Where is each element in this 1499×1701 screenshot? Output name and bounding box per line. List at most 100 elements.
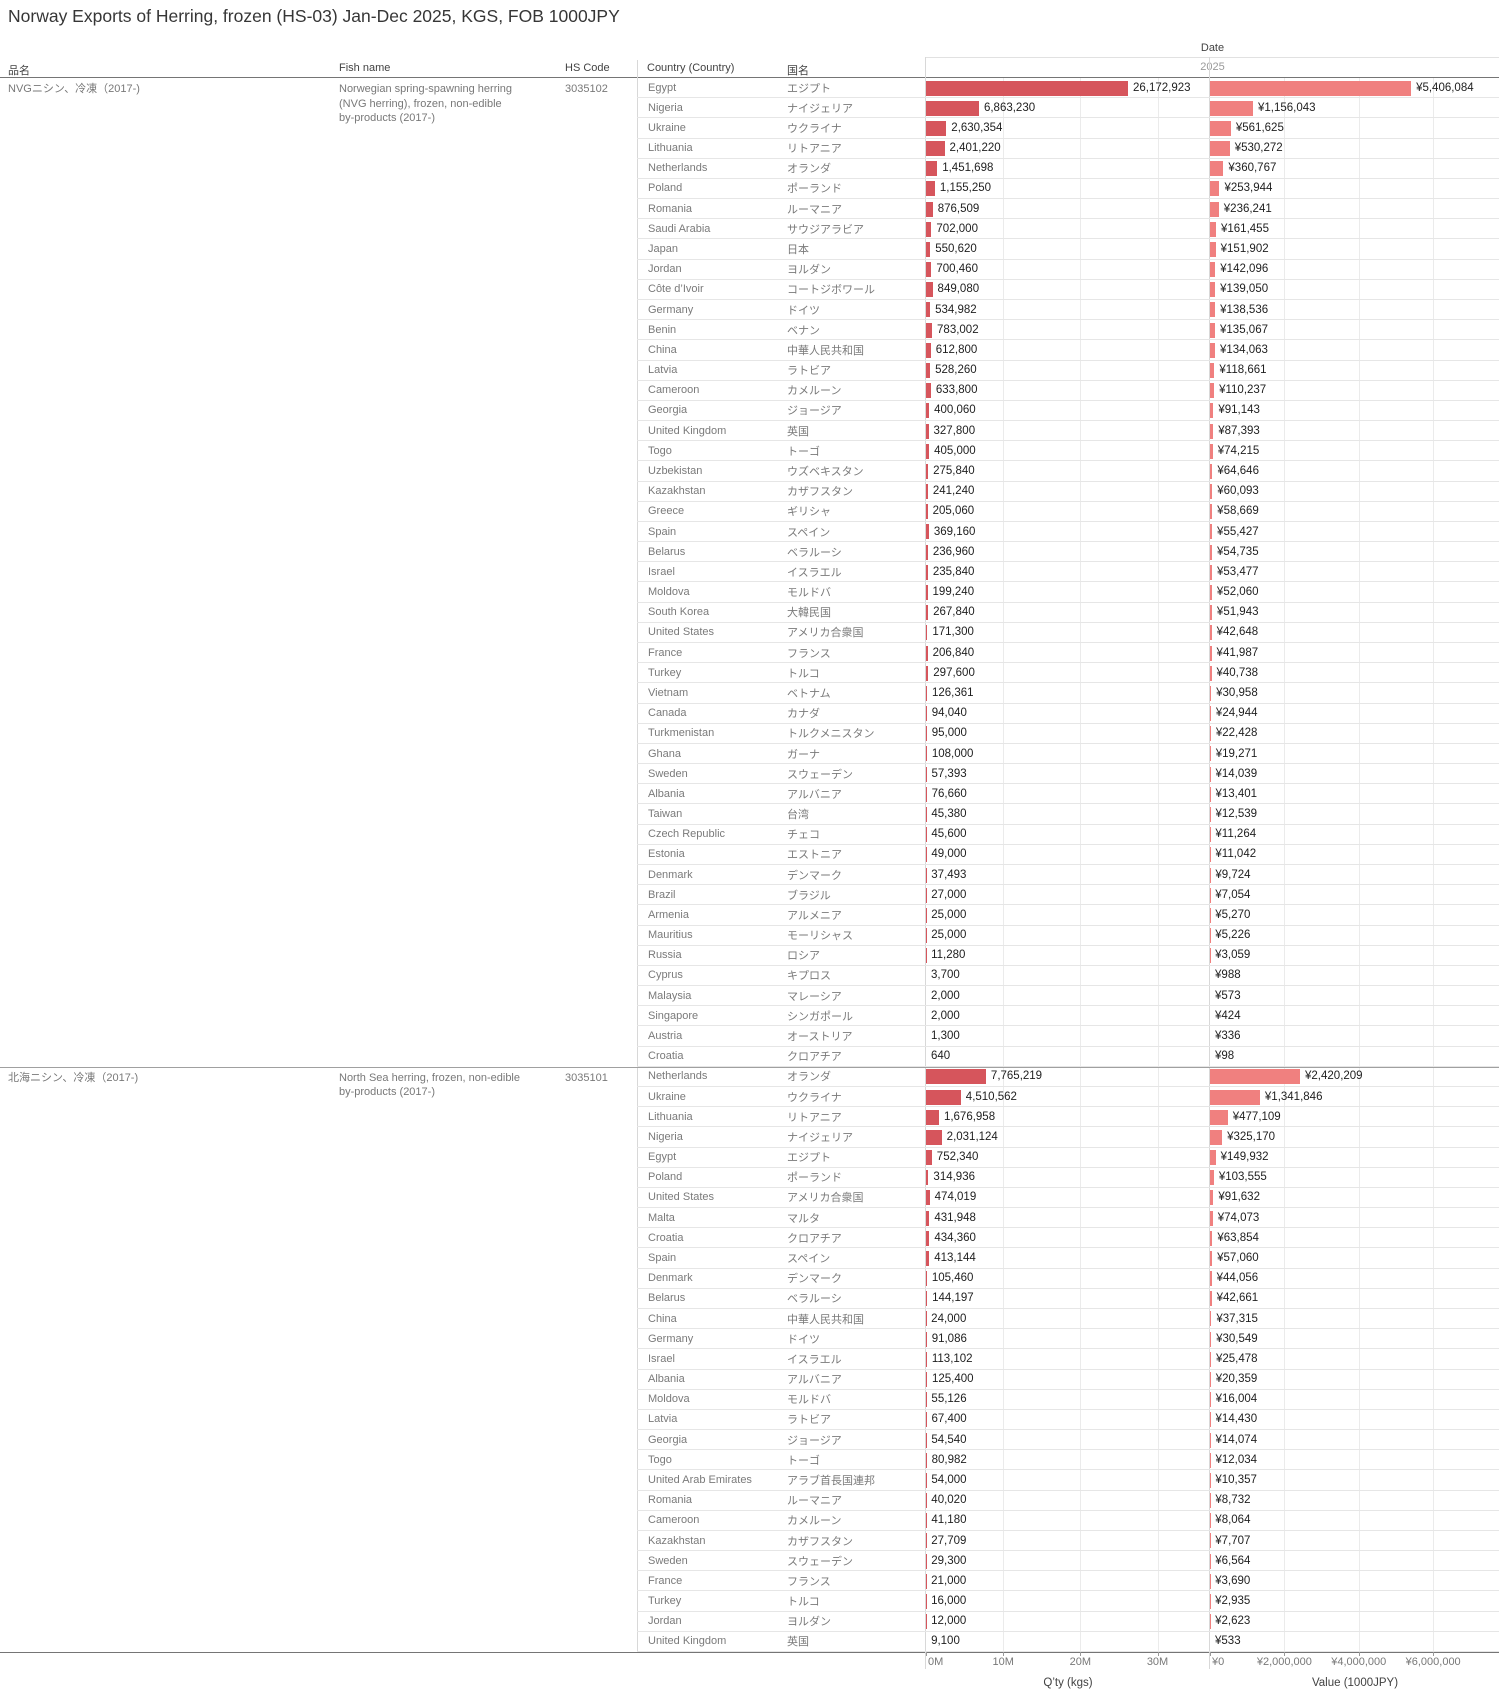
country-name[interactable]: Germany: [648, 1332, 694, 1345]
country-name[interactable]: Denmark: [648, 1272, 693, 1285]
country-name[interactable]: Canada: [648, 707, 687, 720]
value-bar[interactable]: [1210, 1432, 1211, 1448]
qty-bar[interactable]: [926, 1170, 929, 1186]
value-bar[interactable]: [1210, 665, 1212, 681]
country-name-japanese[interactable]: リトアニア: [787, 143, 842, 156]
qty-bar[interactable]: [926, 564, 928, 580]
country-name[interactable]: Greece: [648, 505, 685, 518]
group-hinmei[interactable]: NVGニシン、冷凍（2017-): [8, 83, 140, 95]
country-name-japanese[interactable]: ドイツ: [787, 304, 820, 317]
group-hs-code[interactable]: 3035101: [565, 1071, 608, 1084]
value-bar[interactable]: [1210, 1392, 1211, 1408]
country-name[interactable]: Turkey: [648, 666, 682, 679]
country-name[interactable]: Brazil: [648, 888, 676, 901]
country-name-japanese[interactable]: オランダ: [787, 1071, 831, 1084]
country-name-japanese[interactable]: ギリシャ: [787, 506, 831, 519]
country-name-japanese[interactable]: エジプト: [787, 1152, 831, 1165]
value-bar[interactable]: [1210, 645, 1212, 661]
qty-bar[interactable]: [926, 181, 935, 197]
value-bar[interactable]: [1210, 1170, 1214, 1186]
qty-bar[interactable]: [926, 403, 930, 419]
country-name-japanese[interactable]: スウェーデン: [787, 768, 853, 781]
country-name[interactable]: Sweden: [648, 767, 688, 780]
country-name-japanese[interactable]: フランス: [787, 647, 831, 660]
qty-bar[interactable]: [926, 524, 929, 540]
country-name[interactable]: United States: [648, 1191, 715, 1204]
qty-bar[interactable]: [926, 1069, 986, 1085]
country-name-japanese[interactable]: マレーシア: [787, 990, 842, 1003]
country-name-japanese[interactable]: ベトナム: [787, 687, 831, 700]
qty-bar[interactable]: [926, 585, 928, 600]
country-name-japanese[interactable]: カメルーン: [787, 1515, 842, 1528]
qty-bar[interactable]: [926, 1230, 930, 1246]
country-name-japanese[interactable]: ベラルーシ: [787, 546, 842, 559]
value-bar[interactable]: [1210, 685, 1212, 701]
country-name[interactable]: Ukraine: [648, 1090, 686, 1103]
country-name-japanese[interactable]: コートジボワール: [787, 284, 875, 297]
country-name[interactable]: Latvia: [648, 364, 678, 377]
country-name-japanese[interactable]: ルーマニア: [787, 1495, 842, 1508]
value-bar[interactable]: [1210, 1210, 1213, 1226]
qty-bar[interactable]: [926, 1109, 939, 1125]
country-name-japanese[interactable]: アメリカ合衆国: [787, 1192, 864, 1205]
qty-bar[interactable]: [926, 706, 927, 722]
country-name[interactable]: United States: [648, 626, 715, 639]
country-name[interactable]: Turkmenistan: [648, 727, 715, 740]
value-bar[interactable]: [1210, 1150, 1216, 1166]
date-column-header[interactable]: Date: [1200, 42, 1225, 54]
qty-bar[interactable]: [926, 484, 928, 500]
country-name[interactable]: Côte d’Ivoir: [648, 283, 704, 296]
value-bar[interactable]: [1210, 746, 1211, 762]
country-name-japanese[interactable]: ベナン: [787, 324, 820, 337]
qty-bar[interactable]: [926, 625, 928, 641]
country-name[interactable]: Poland: [648, 1171, 683, 1184]
value-bar[interactable]: [1210, 322, 1216, 338]
country-name[interactable]: United Arab Emirates: [648, 1473, 752, 1486]
country-name-japanese[interactable]: オーストリア: [787, 1031, 853, 1044]
value-bar[interactable]: [1210, 262, 1216, 278]
country-name-japanese[interactable]: オランダ: [787, 163, 831, 176]
country-name[interactable]: Romania: [648, 202, 693, 215]
country-name-japanese[interactable]: ジョージア: [787, 1434, 842, 1447]
value-bar[interactable]: [1210, 585, 1212, 600]
qty-bar[interactable]: [926, 786, 927, 802]
country-name-japanese[interactable]: アルバニア: [787, 1374, 842, 1387]
country-name[interactable]: Malaysia: [648, 989, 692, 1002]
country-name-japanese[interactable]: ヨルダン: [787, 264, 831, 277]
country-name[interactable]: Turkey: [648, 1595, 682, 1608]
country-name[interactable]: Mauritius: [648, 929, 693, 942]
value-bar[interactable]: [1210, 363, 1215, 379]
country-name[interactable]: Russia: [648, 949, 682, 962]
value-bar[interactable]: [1210, 726, 1211, 742]
country-name-japanese[interactable]: ヨルダン: [787, 1616, 831, 1629]
country-name[interactable]: Saudi Arabia: [648, 222, 711, 235]
value-bar[interactable]: [1210, 1271, 1212, 1287]
country-name[interactable]: Nigeria: [648, 101, 683, 114]
country-name[interactable]: France: [648, 646, 683, 659]
value-bar[interactable]: [1210, 1190, 1214, 1206]
qty-bar[interactable]: [926, 161, 938, 177]
qty-bar[interactable]: [926, 726, 927, 742]
group-fish-name[interactable]: Norwegian spring-spawning herring (NVG h…: [339, 83, 513, 125]
country-name-japanese[interactable]: マルタ: [787, 1212, 820, 1225]
qty-bar[interactable]: [926, 463, 929, 479]
value-bar[interactable]: [1210, 706, 1211, 722]
value-bar[interactable]: [1210, 1351, 1211, 1367]
value-bar[interactable]: [1210, 1129, 1223, 1145]
qty-bar[interactable]: [926, 1250, 930, 1266]
country-name[interactable]: United Kingdom: [648, 1635, 727, 1648]
value-bar[interactable]: [1210, 120, 1231, 136]
country-name-japanese[interactable]: ベラルーシ: [787, 1293, 842, 1306]
country-name-japanese[interactable]: イスラエル: [787, 1353, 842, 1366]
qty-bar[interactable]: [926, 1150, 932, 1166]
value-bar[interactable]: [1210, 423, 1214, 439]
country-name[interactable]: Spain: [648, 525, 677, 538]
country-name[interactable]: Armenia: [648, 908, 689, 921]
value-bar[interactable]: [1210, 1230, 1213, 1246]
country-name-japanese[interactable]: 英国: [787, 1636, 809, 1649]
value-bar[interactable]: [1210, 80, 1412, 96]
country-name[interactable]: Cameroon: [648, 384, 700, 397]
qty-bar[interactable]: [926, 120, 947, 136]
country-name-japanese[interactable]: ロシア: [787, 950, 820, 963]
country-name[interactable]: Latvia: [648, 1413, 678, 1426]
